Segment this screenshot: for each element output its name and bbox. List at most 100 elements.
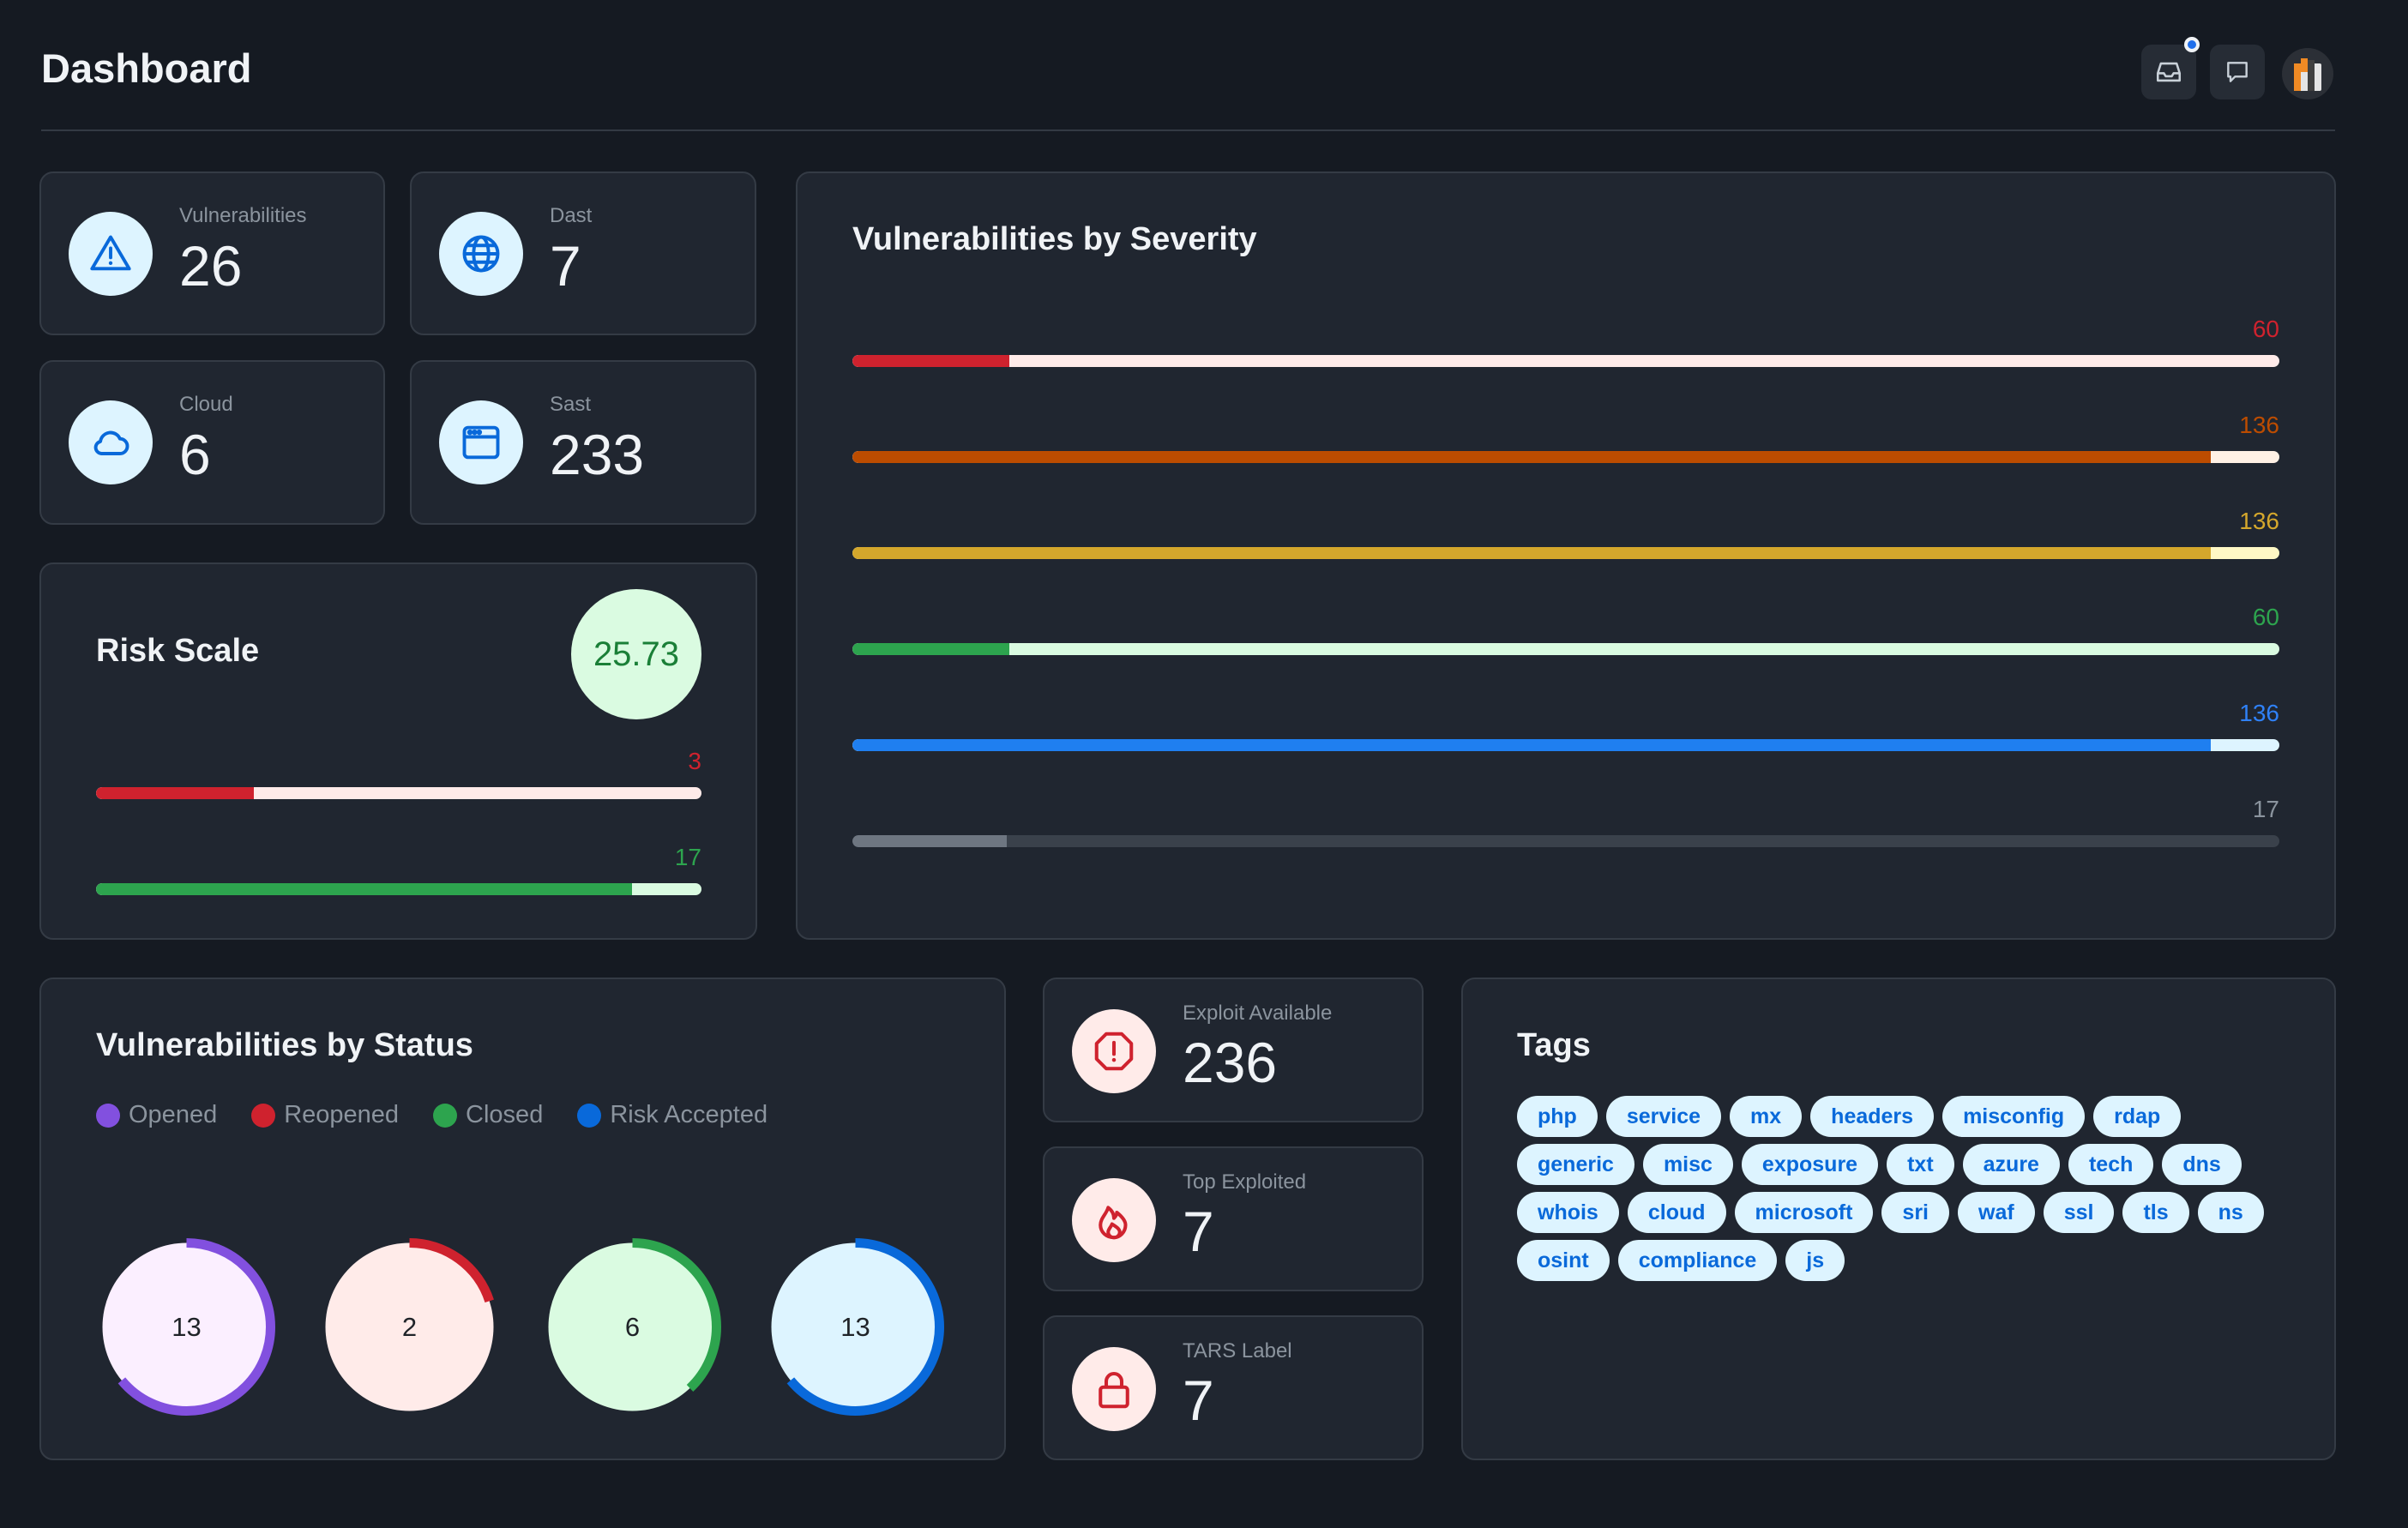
dast-label: Dast: [550, 204, 593, 227]
tag-chip[interactable]: sri: [1881, 1192, 1950, 1233]
severity-bar-label: 17: [2252, 796, 2279, 822]
risk-bar: [96, 787, 701, 799]
exploit-available-card[interactable]: Exploit Available 236: [1043, 978, 1424, 1122]
severity-bar-label: 60: [2252, 316, 2279, 342]
legend-item-reopened[interactable]: Reopened: [251, 1101, 399, 1129]
tag-chip[interactable]: microsoft: [1734, 1192, 1874, 1233]
cloud-icon: [69, 400, 153, 484]
tag-chip[interactable]: dns: [2162, 1144, 2242, 1185]
avatar[interactable]: [2282, 48, 2333, 99]
lock-icon: [1072, 1347, 1156, 1431]
dast-card[interactable]: Dast 7: [410, 171, 756, 335]
severity-bar: [852, 643, 2279, 655]
status-donut[interactable]: 13: [763, 1235, 948, 1419]
tags-list: php service mx headers misconfig rdap generic m…: [1517, 1096, 2289, 1281]
legend-dot: [433, 1103, 458, 1128]
severity-bar: [852, 835, 2279, 847]
tag-chip[interactable]: mx: [1730, 1096, 1803, 1137]
legend-dot: [251, 1103, 276, 1128]
vulnerabilities-card[interactable]: Vulnerabilities 26: [39, 171, 385, 335]
donut-ring: [321, 1238, 498, 1416]
severity-title: Vulnerabilities by Severity: [852, 221, 1257, 257]
status-donut[interactable]: 2: [317, 1235, 502, 1419]
top-exploited-label: Top Exploited: [1183, 1170, 1307, 1194]
tag-chip[interactable]: tls: [2122, 1192, 2189, 1233]
legend-item-opened[interactable]: Opened: [96, 1101, 217, 1129]
risk-bar-fill: [96, 787, 254, 799]
donut-value: 6: [624, 1311, 641, 1342]
inbox-icon: [2156, 62, 2182, 82]
tars-label-value: 7: [1183, 1369, 1214, 1432]
risk-score-badge: 25.73: [571, 589, 701, 719]
tag-chip[interactable]: cloud: [1627, 1192, 1726, 1233]
globe-icon: [439, 212, 523, 296]
severity-bar-fill: [852, 451, 2212, 463]
risk-bar-label: 3: [688, 748, 701, 774]
notification-dot: [2184, 37, 2200, 52]
donut-value: 13: [840, 1311, 870, 1342]
tag-chip[interactable]: generic: [1517, 1144, 1634, 1185]
cloud-label: Cloud: [179, 393, 233, 416]
sast-value: 233: [550, 423, 645, 486]
severity-bar-label: 60: [2252, 604, 2279, 630]
vulnerabilities-label: Vulnerabilities: [179, 204, 307, 227]
tag-chip[interactable]: rdap: [2093, 1096, 2182, 1137]
tars-label-label: TARS Label: [1183, 1339, 1292, 1363]
tag-chip[interactable]: ns: [2197, 1192, 2264, 1233]
severity-bar-label: 136: [2239, 412, 2279, 438]
stop-icon: [1072, 1009, 1156, 1093]
tag-chip[interactable]: txt: [1887, 1144, 1954, 1185]
tag-chip[interactable]: exposure: [1741, 1144, 1879, 1185]
status-donut[interactable]: 13: [94, 1235, 279, 1419]
comments-button[interactable]: [2210, 45, 2265, 99]
status-donut[interactable]: 6: [540, 1235, 725, 1419]
severity-bar-fill: [852, 835, 1007, 847]
page-title: Dashboard: [41, 45, 252, 91]
status-title: Vulnerabilities by Status: [96, 1027, 473, 1063]
tag-chip[interactable]: tech: [2068, 1144, 2154, 1185]
header-divider: [41, 129, 2335, 131]
top-exploited-value: 7: [1183, 1200, 1214, 1263]
tag-chip[interactable]: waf: [1958, 1192, 2035, 1233]
legend-item-risk-accepted[interactable]: Risk Accepted: [577, 1101, 768, 1129]
legend-label: Opened: [129, 1101, 218, 1128]
risk-scale-title: Risk Scale: [96, 633, 260, 669]
tag-chip[interactable]: js: [1785, 1240, 1845, 1281]
donut-ring: [544, 1238, 721, 1416]
tag-chip[interactable]: osint: [1517, 1240, 1610, 1281]
severity-bar-fill: [852, 355, 1010, 367]
severity-bar-fill: [852, 643, 1010, 655]
exploit-available-value: 236: [1183, 1031, 1278, 1094]
legend-item-closed[interactable]: Closed: [433, 1101, 543, 1129]
cloud-card[interactable]: Cloud 6: [39, 360, 385, 525]
tars-label-card[interactable]: TARS Label 7: [1043, 1315, 1424, 1460]
donut-value: 2: [401, 1311, 418, 1342]
inbox-button[interactable]: [2141, 45, 2196, 99]
severity-bar-fill: [852, 547, 2212, 559]
tag-chip[interactable]: whois: [1517, 1192, 1619, 1233]
risk-bar-fill: [96, 883, 632, 895]
dast-value: 7: [550, 234, 581, 298]
cloud-value: 6: [179, 423, 211, 486]
vulnerabilities-value: 26: [179, 234, 243, 298]
risk-bar-label: 17: [674, 844, 701, 870]
tag-chip[interactable]: misc: [1642, 1144, 1733, 1185]
tag-chip[interactable]: service: [1605, 1096, 1722, 1137]
tag-chip[interactable]: azure: [1962, 1144, 2060, 1185]
alert-icon: [69, 212, 153, 296]
top-exploited-card[interactable]: Top Exploited 7: [1043, 1146, 1424, 1291]
status-legend: Opened Reopened Closed Risk Accepted: [96, 1101, 768, 1129]
severity-bar: [852, 451, 2279, 463]
legend-label: Reopened: [284, 1101, 400, 1128]
browser-icon: [439, 400, 523, 484]
donut-ring: [767, 1238, 944, 1416]
tag-chip[interactable]: compliance: [1617, 1240, 1778, 1281]
tag-chip[interactable]: ssl: [2043, 1192, 2115, 1233]
severity-bar: [852, 355, 2279, 367]
tag-chip[interactable]: php: [1517, 1096, 1598, 1137]
sast-card[interactable]: Sast 233: [410, 360, 756, 525]
tag-chip[interactable]: misconfig: [1942, 1096, 2086, 1137]
exploit-available-label: Exploit Available: [1183, 1002, 1333, 1025]
tag-chip[interactable]: headers: [1810, 1096, 1935, 1137]
legend-label: Risk Accepted: [610, 1101, 768, 1128]
